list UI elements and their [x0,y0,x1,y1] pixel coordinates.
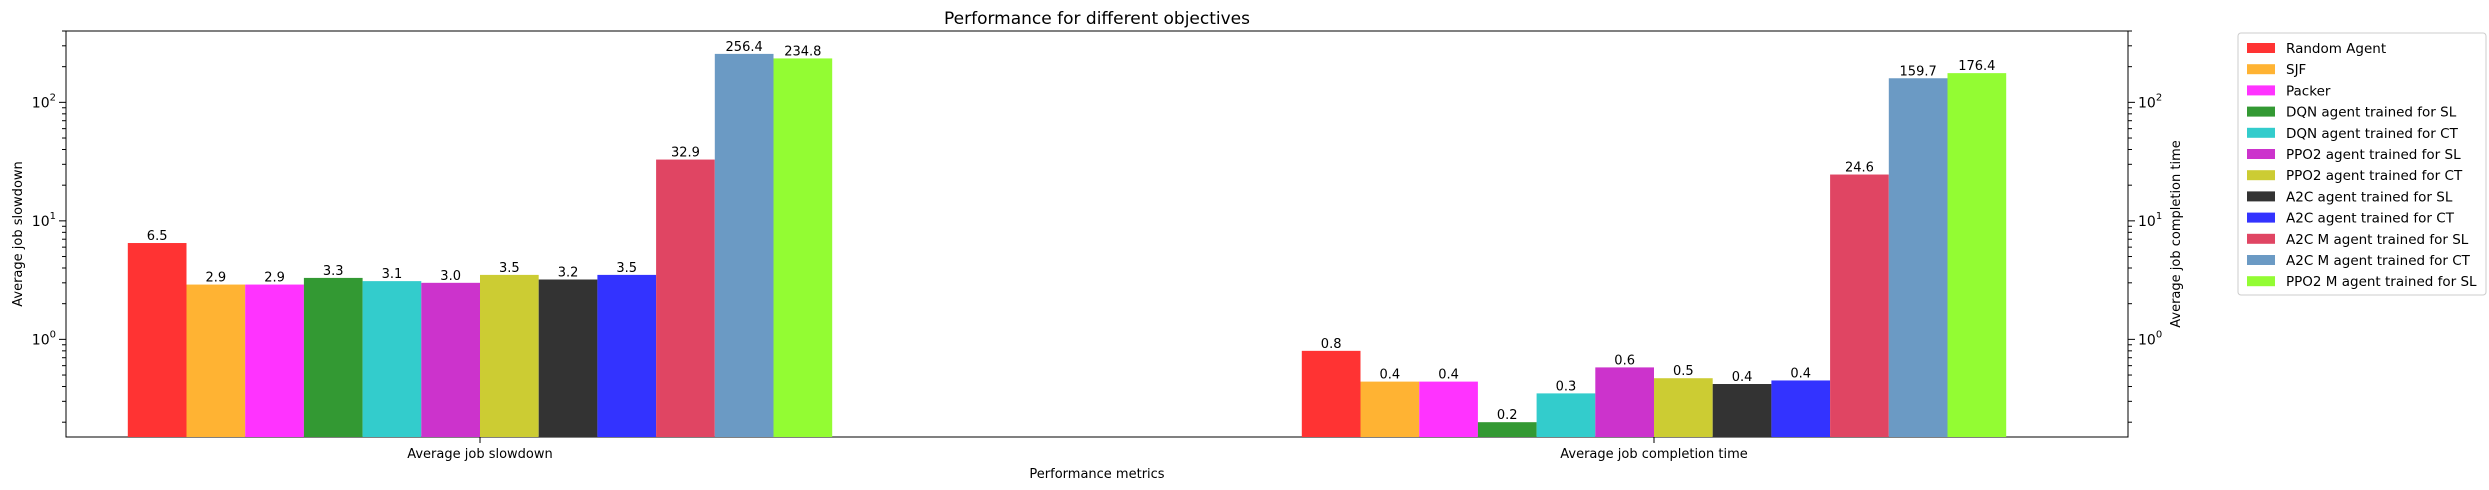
y-tick-label-left: 100 [32,329,56,348]
legend-swatch [2247,149,2275,159]
bar [1654,378,1713,437]
legend-swatch [2247,255,2275,265]
bar-value-label: 3.5 [499,261,520,276]
bar-value-label: 234.8 [784,44,821,59]
bar-value-label: 3.2 [558,266,579,281]
legend-entry-label: DQN agent trained for SL [2286,105,2457,121]
legend-entry-label: A2C agent trained for CT [2286,211,2455,227]
bar [1360,381,1420,437]
x-tick-label-completion-time: Average job completion time [1560,447,1748,462]
chart-title: Performance for different objectives [944,9,1250,29]
y-tick-label-right: 102 [2138,92,2162,111]
legend-swatch [2247,276,2275,287]
bar-value-label: 3.5 [616,261,637,276]
bar [1947,73,2007,437]
x-axis-label: Performance metrics [1029,467,1164,482]
axis-ticks: 100 100 101 101 102 102 [32,30,2162,443]
bars [127,53,2007,438]
legend-entry-label: A2C M agent trained for SL [2286,232,2469,248]
legend-swatch [2247,43,2275,53]
bar [1477,422,1537,437]
bar [1595,367,1654,437]
bar-value-label: 0.3 [1556,379,1577,394]
x-tick-label-slowdown: Average job slowdown [407,447,553,462]
legend-swatch [2247,191,2275,202]
bar [1301,350,1361,437]
legend-entry-label: PPO2 agent trained for SL [2286,147,2461,163]
legend-swatch [2247,212,2275,223]
bar-value-label: 176.4 [1958,59,1995,74]
legend-entry-label: SJF [2286,62,2306,78]
legend-swatch [2247,170,2275,181]
y-tick-label-left: 101 [32,211,56,230]
bar-value-label: 0.4 [1732,370,1753,385]
bar-value-label: 3.1 [382,267,403,282]
bar [1536,393,1596,437]
bar [127,243,187,437]
bar [656,159,715,437]
bar [1419,381,1478,437]
bar [538,279,598,437]
legend-swatch [2247,106,2275,117]
y-axis-label-left: Average job slowdown [11,161,26,307]
bar-value-label: 32.9 [671,146,700,161]
bar [245,284,304,437]
bar-value-label: 256.4 [726,40,763,55]
legend-frame [2237,32,2487,296]
legend-swatch [2247,233,2275,244]
bar [1712,384,1772,437]
bar-value-label: 0.2 [1497,408,1518,423]
bar [1888,78,1948,437]
y-tick-label-right: 101 [2138,211,2162,230]
bar-value-label: 0.4 [1438,368,1459,383]
bar-value-label: 0.5 [1673,364,1694,379]
bar-value-label: 159.7 [1900,64,1937,79]
legend-entry-label: DQN agent trained for CT [2286,126,2459,142]
legend-entry-label: PPO2 M agent trained for SL [2286,274,2477,290]
bar-value-label: 2.9 [206,271,227,286]
bar [714,53,774,437]
legend-entry-label: Random Agent [2286,41,2386,57]
bar-value-label: 3.0 [440,269,461,284]
bar [362,281,422,437]
legend-entry-label: A2C agent trained for SL [2286,189,2453,205]
legend-swatch [2247,127,2275,138]
bar-value-label: 0.4 [1790,366,1811,381]
y-tick-label-left: 102 [32,92,56,111]
bar-value-label: 0.4 [1380,368,1401,383]
bar [303,277,363,437]
bar [597,274,657,437]
legend-entry-label: Packer [2286,83,2331,99]
bar-value-label: 24.6 [1845,161,1874,176]
bar-value-labels: 6.5 0.8 2.9 0.4 2.9 0.4 3.3 0.2 3.1 0.3 3.0 0.6 3.5 0… [147,40,1996,423]
bar-value-label: 6.5 [147,229,168,244]
legend-swatch [2247,85,2275,96]
bar [480,274,539,437]
bar-value-label: 0.8 [1321,337,1342,352]
bar [773,58,833,438]
legend-entry-label: A2C M agent trained for CT [2286,253,2471,269]
bar [186,284,246,437]
y-tick-label-right: 100 [2138,329,2162,348]
bar [1830,174,1889,437]
bar [421,282,480,437]
bar-value-label: 0.6 [1614,353,1635,368]
plot-area-frame [65,30,2129,438]
legend: Random Agent SJF Packer DQN agent trained f… [2237,32,2487,296]
bar [1771,380,1831,437]
y-axis-label-right: Average job completion time [2169,140,2184,328]
legend-swatch [2247,64,2275,75]
bar-value-label: 3.3 [323,264,344,279]
legend-entry-label: PPO2 agent trained for CT [2286,168,2463,184]
bar-value-label: 2.9 [264,271,285,286]
